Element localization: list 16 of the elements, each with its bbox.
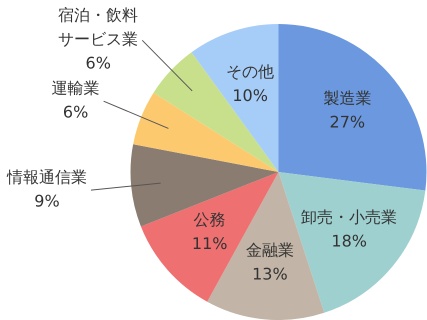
slice-label: 公務 — [194, 210, 226, 229]
data-label: 18% — [331, 232, 367, 251]
slice-label: 製造業 — [323, 88, 372, 108]
slice-label: その他 — [226, 62, 274, 81]
data-label: 6% — [62, 102, 88, 122]
data-label: 11% — [192, 234, 228, 253]
slice-label: 卸売・小売業 — [301, 208, 398, 227]
data-label: 13% — [252, 264, 288, 284]
slice-label: 宿泊・飲料サービス業 — [58, 5, 138, 48]
slice-label: 金融業 — [246, 240, 294, 260]
data-label: 9% — [34, 191, 60, 210]
data-label: 27% — [330, 112, 366, 132]
data-label: 6% — [86, 53, 111, 72]
data-label: 10% — [232, 86, 268, 105]
slice-label: 運輸業 — [52, 78, 100, 98]
slice-label: 情報通信業 — [6, 167, 87, 186]
